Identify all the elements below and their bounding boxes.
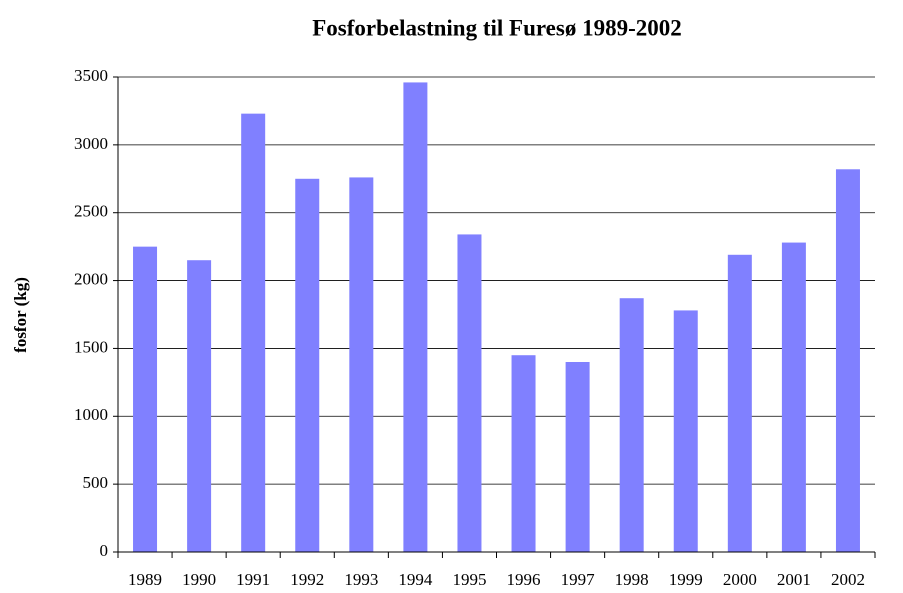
x-tick-label: 1996 <box>507 570 541 589</box>
bar <box>673 310 698 552</box>
y-tick-label: 2500 <box>74 202 108 221</box>
x-tick-label: 1989 <box>128 570 162 589</box>
x-tick-label: 1991 <box>236 570 270 589</box>
x-tick-label: 1994 <box>398 570 433 589</box>
bar <box>295 178 320 553</box>
bar <box>457 234 482 552</box>
bar <box>781 242 806 553</box>
bar <box>835 169 860 553</box>
bar <box>727 254 752 553</box>
x-tick-label: 1993 <box>344 570 378 589</box>
y-axis-label: fosfor (kg) <box>11 277 30 353</box>
bar <box>349 177 374 552</box>
y-tick-label: 3000 <box>74 134 108 153</box>
bar <box>403 82 428 552</box>
bar <box>565 362 590 552</box>
y-tick-label: 2000 <box>74 269 108 288</box>
x-tick-label: 1997 <box>561 570 596 589</box>
x-tick-label: 1990 <box>182 570 216 589</box>
bar <box>187 260 212 552</box>
x-tick-label: 1995 <box>452 570 486 589</box>
x-tick-label: 2001 <box>777 570 811 589</box>
bar <box>241 113 266 553</box>
x-tick-label: 2002 <box>831 570 865 589</box>
bar <box>133 246 158 552</box>
y-tick-label: 500 <box>83 473 109 492</box>
x-tick-label: 1999 <box>669 570 703 589</box>
y-tick-label: 1500 <box>74 337 108 356</box>
bar <box>511 355 536 552</box>
x-tick-label: 2000 <box>723 570 757 589</box>
x-tick-label: 1998 <box>615 570 649 589</box>
x-tick-label: 1992 <box>290 570 324 589</box>
bar <box>619 298 644 552</box>
y-tick-label: 1000 <box>74 405 108 424</box>
y-tick-label: 3500 <box>74 66 108 85</box>
chart-title: Fosforbelastning til Furesø 1989-2002 <box>312 15 681 40</box>
y-tick-label: 0 <box>100 541 109 560</box>
